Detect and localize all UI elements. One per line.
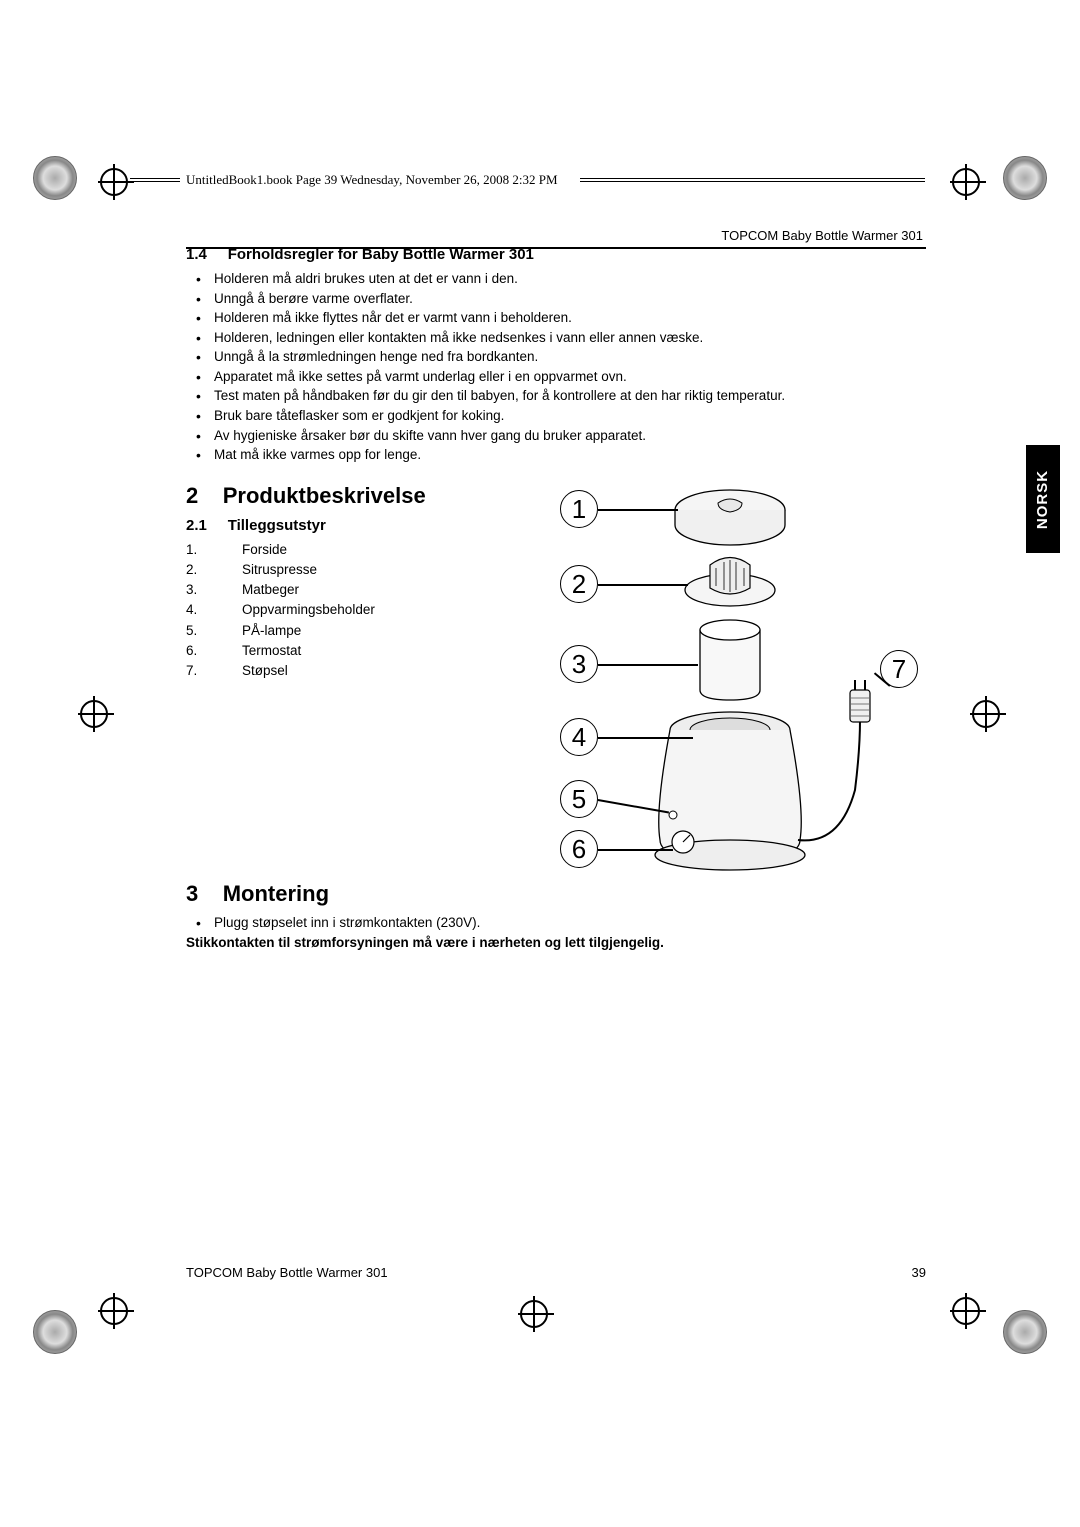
item-label: PÅ-lampe xyxy=(242,623,301,638)
diagram-lead xyxy=(598,584,688,586)
section-2-number: 2 xyxy=(186,483,198,508)
header-book-info: UntitledBook1.book Page 39 Wednesday, No… xyxy=(186,172,558,188)
bullet-item: Unngå å berøre varme overflater. xyxy=(186,289,926,309)
diagram-label-6: 6 xyxy=(560,830,598,868)
section-3-number: 3 xyxy=(186,881,198,906)
bullet-item: Av hygieniske årsaker bør du skifte vann… xyxy=(186,426,926,446)
diagram-lead xyxy=(598,664,698,666)
header-rule-right xyxy=(580,178,925,182)
bullet-item: Plugg støpselet inn i strømkontakten (23… xyxy=(186,913,926,933)
diagram-label-1: 1 xyxy=(560,490,598,528)
bullet-item: Holderen, ledningen eller kontakten må i… xyxy=(186,328,926,348)
section-3-title: Montering xyxy=(223,881,329,906)
bullet-item: Test maten på håndbaken før du gir den t… xyxy=(186,386,926,406)
bullet-item: Bruk bare tåteflasker som er godkjent fo… xyxy=(186,406,926,426)
crop-target-tr xyxy=(952,168,980,196)
bullet-item: Holderen må ikke flyttes når det er varm… xyxy=(186,308,926,328)
footer-page-number: 39 xyxy=(912,1265,926,1280)
section-3-note: Stikkontakten til strømforsyningen må væ… xyxy=(186,933,926,953)
crop-target-mr xyxy=(972,700,1000,728)
product-diagram: 1 2 3 4 5 6 7 xyxy=(540,470,940,880)
section-1-4-list: Holderen må aldri brukes uten at det er … xyxy=(186,269,926,465)
item-label: Termostat xyxy=(242,643,301,658)
diagram-label-2: 2 xyxy=(560,565,598,603)
crop-target-tl xyxy=(100,168,128,196)
section-2-title: Produktbeskrivelse xyxy=(223,483,426,508)
diagram-lead xyxy=(598,737,693,739)
diagram-label-4: 4 xyxy=(560,718,598,756)
item-label: Oppvarmingsbeholder xyxy=(242,602,375,617)
section-2-1-title: Tilleggsutstyr xyxy=(228,517,326,534)
crop-circle-tr xyxy=(1003,156,1047,200)
page-footer: TOPCOM Baby Bottle Warmer 301 39 xyxy=(186,1265,926,1280)
crop-circle-bl xyxy=(33,1310,77,1354)
diagram-label-5: 5 xyxy=(560,780,598,818)
crop-target-ml xyxy=(80,700,108,728)
bullet-item: Mat må ikke varmes opp for lenge. xyxy=(186,445,926,465)
item-label: Støpsel xyxy=(242,663,288,678)
diagram-lead xyxy=(598,849,673,851)
section-3-heading: 3 Montering xyxy=(186,881,926,907)
bullet-item: Holderen må aldri brukes uten at det er … xyxy=(186,269,926,289)
crop-circle-tl xyxy=(33,156,77,200)
crop-target-bm xyxy=(520,1300,548,1328)
section-1-4-number: 1.4 xyxy=(186,246,207,263)
footer-left: TOPCOM Baby Bottle Warmer 301 xyxy=(186,1265,388,1280)
language-tab-text: NORSK xyxy=(1035,469,1052,528)
crop-target-br xyxy=(952,1297,980,1325)
section-2-1-number: 2.1 xyxy=(186,517,207,534)
section-1-4-heading: 1.4 Forholdsregler for Baby Bottle Warme… xyxy=(186,246,926,263)
section-3-list: Plugg støpselet inn i strømkontakten (23… xyxy=(186,913,926,933)
bullet-item: Unngå å la strømledningen henge ned fra … xyxy=(186,347,926,367)
section-1-4-title: Forholdsregler for Baby Bottle Warmer 30… xyxy=(228,246,534,263)
diagram-label-3: 3 xyxy=(560,645,598,683)
crop-circle-br xyxy=(1003,1310,1047,1354)
item-label: Matbeger xyxy=(242,582,299,597)
bullet-item: Apparatet må ikke settes på varmt underl… xyxy=(186,367,926,387)
header-rule-left xyxy=(130,178,180,182)
item-label: Forside xyxy=(242,542,287,557)
diagram-lead xyxy=(598,509,678,511)
language-tab: NORSK xyxy=(1026,445,1060,553)
crop-target-bl xyxy=(100,1297,128,1325)
item-label: Sitruspresse xyxy=(242,562,317,577)
